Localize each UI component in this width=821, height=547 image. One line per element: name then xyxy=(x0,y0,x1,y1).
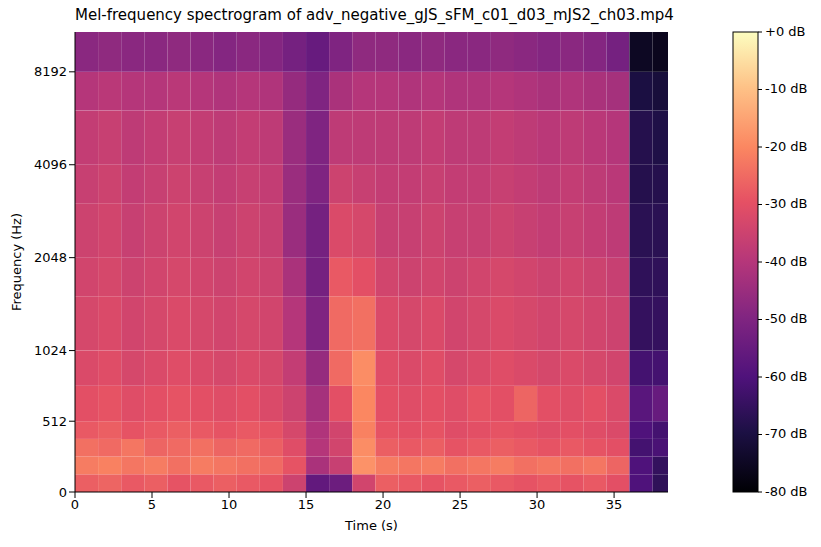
svg-text:-10 dB: -10 dB xyxy=(765,81,808,96)
svg-text:15: 15 xyxy=(298,497,315,512)
svg-text:4096: 4096 xyxy=(34,157,67,172)
svg-text:25: 25 xyxy=(452,497,469,512)
html-text:Frequency (Hz): Frequency (Hz) xyxy=(8,213,24,311)
svg-text:-40 dB: -40 dB xyxy=(765,254,808,269)
svg-text:-20 dB: -20 dB xyxy=(765,139,808,154)
svg-text:+0 dB: +0 dB xyxy=(765,24,805,39)
svg-text:512: 512 xyxy=(42,414,67,429)
svg-text:0: 0 xyxy=(59,485,67,500)
svg-text:-70 dB: -70 dB xyxy=(765,426,808,441)
svg-text:-30 dB: -30 dB xyxy=(765,196,808,211)
svg-text:10: 10 xyxy=(221,497,238,512)
svg-text:2048: 2048 xyxy=(34,250,67,265)
html-text:Mel-frequency spectrogram of a: Mel-frequency spectrogram of adv_negativ… xyxy=(75,6,674,24)
svg-text:20: 20 xyxy=(375,497,392,512)
svg-text:-80 dB: -80 dB xyxy=(765,484,808,499)
html-text:Time (s): Time (s) xyxy=(345,518,398,533)
svg-text:1024: 1024 xyxy=(34,343,67,358)
svg-text:0: 0 xyxy=(71,497,79,512)
svg-text:-60 dB: -60 dB xyxy=(765,369,808,384)
svg-text:-50 dB: -50 dB xyxy=(765,311,808,326)
svg-text:8192: 8192 xyxy=(34,64,67,79)
svg-text:30: 30 xyxy=(529,497,546,512)
svg-text:35: 35 xyxy=(606,497,623,512)
svg-text:5: 5 xyxy=(148,497,156,512)
